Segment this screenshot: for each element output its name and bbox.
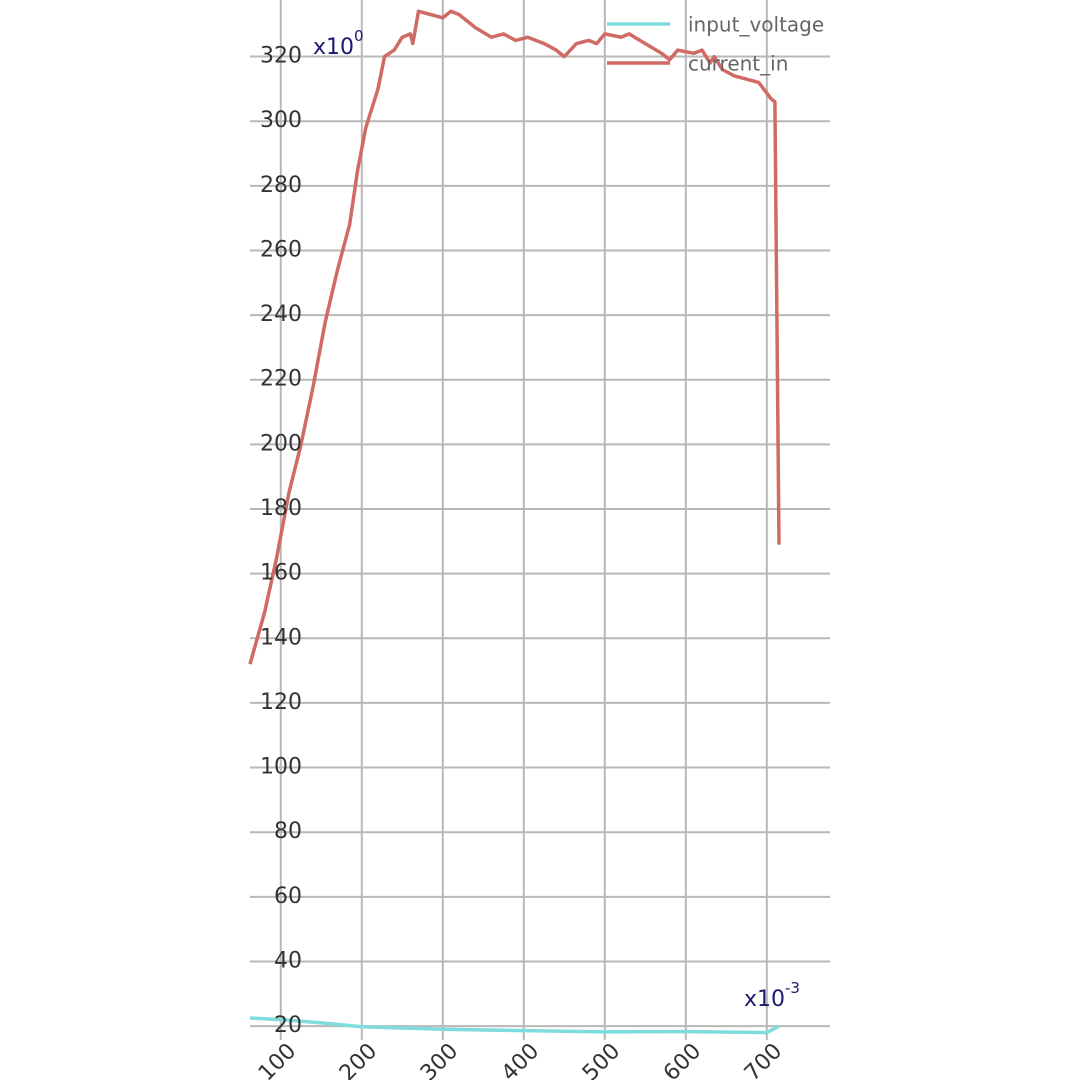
x-tick-label: 500 [578,1039,625,1080]
x-tick-label: 400 [497,1039,544,1080]
y-tick-label: 120 [260,690,302,715]
legend-label: input_voltage [688,13,824,37]
scale-exponent: 0 [354,27,364,45]
scale-base: x10 [744,987,785,1012]
y-tick-label: 60 [274,884,302,909]
scale-base: x10 [313,35,354,60]
y-tick-label: 300 [260,108,302,133]
y-tick-label: 140 [260,625,302,650]
x-tick-label: 700 [740,1039,787,1080]
x-tick-label: 600 [659,1039,706,1080]
y-tick-label: 200 [260,431,302,456]
y-tick-label: 220 [260,367,302,392]
y-tick-label: 260 [260,237,302,262]
y-tick-label: 240 [260,302,302,327]
y-tick-label: 20 [274,1013,302,1038]
scale-annotation: x100 [313,27,364,61]
scale-exponent: -3 [785,979,800,997]
y-tick-label: 280 [260,173,302,198]
y-tick-label: 320 [260,44,302,69]
y-tick-label: 40 [274,948,302,973]
line-series [248,9,781,665]
x-tick-label: 200 [335,1039,382,1080]
x-tick-label: 100 [254,1039,301,1080]
line-series [249,1016,780,1035]
y-tick-label: 100 [260,755,302,780]
y-tick-label: 180 [260,496,302,521]
x-tick-label: 300 [416,1039,463,1080]
scale-annotation: x10-3 [744,979,800,1013]
y-tick-label: 80 [274,819,302,844]
y-tick-label: 160 [260,561,302,586]
legend-label: current_in [688,52,788,76]
